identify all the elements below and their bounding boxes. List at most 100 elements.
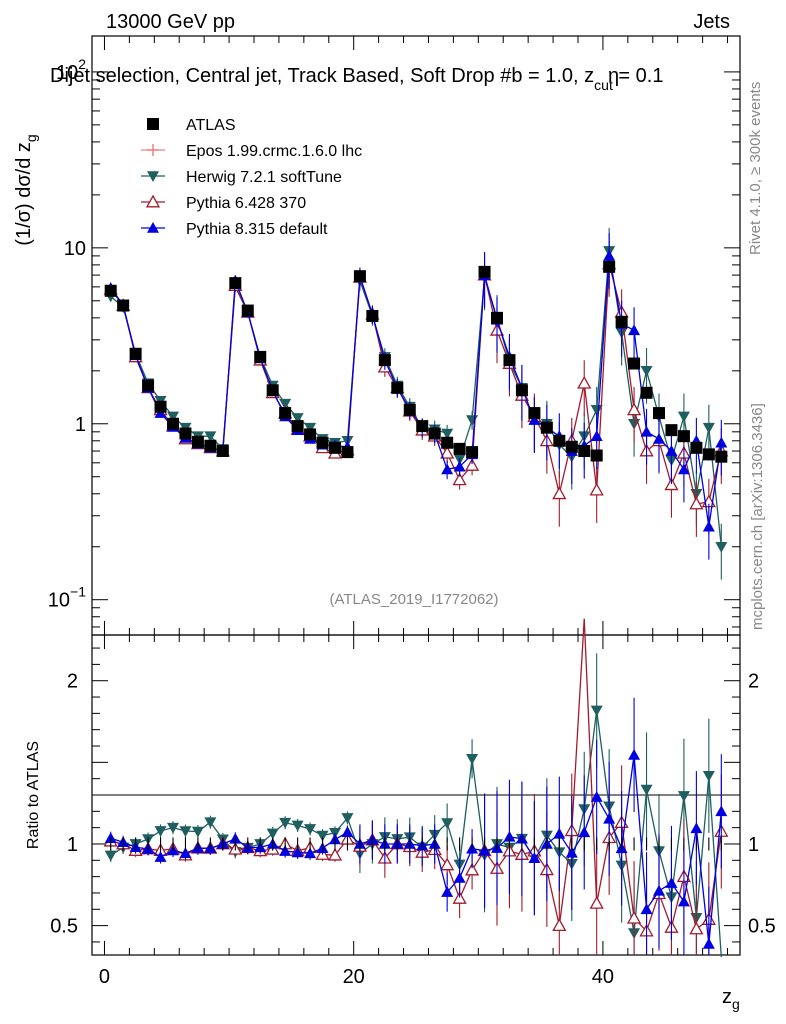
ratio-point <box>628 748 641 760</box>
ratio-point <box>154 826 167 837</box>
legend-marker <box>147 118 159 130</box>
data-point <box>441 436 454 449</box>
ratio-tick-label-right: 0.5 <box>748 916 776 938</box>
category-label: Jets <box>693 11 730 33</box>
series-line <box>110 250 722 547</box>
data-point <box>441 463 454 475</box>
ratio-point <box>341 826 354 837</box>
data-point <box>478 265 491 278</box>
data-point <box>216 445 229 458</box>
ratio-point <box>528 852 541 863</box>
legend-label: Herwig 7.2.1 softTune <box>186 169 342 186</box>
title-main: Dijet selection, Central jet, Track Base… <box>50 65 522 87</box>
ratio-point <box>590 705 603 717</box>
ratio-point <box>154 851 167 862</box>
data-point <box>266 384 279 397</box>
data-point <box>291 420 304 433</box>
data-point <box>590 430 603 441</box>
ratio-point <box>204 817 217 829</box>
ratio-line <box>110 618 722 933</box>
axes: 0 20 40 10−1 1 10 102 0.5 0.5 1 1 2 2 <box>48 36 776 988</box>
data-point <box>179 427 192 440</box>
data-point <box>366 309 379 322</box>
ratio-series-herwig-7-2-1-softtune <box>104 653 722 958</box>
data-point <box>577 375 592 389</box>
data-point <box>391 381 404 394</box>
data-point <box>229 277 242 290</box>
ratio-point <box>266 828 279 840</box>
x-tick-label: 20 <box>343 966 365 988</box>
data-point <box>628 357 641 370</box>
x-tick-label: 0 <box>99 966 110 988</box>
ratio-point <box>677 791 690 802</box>
plot-title: Dijet selection, Central jet, Track Base… <box>50 65 663 93</box>
data-point <box>378 354 391 367</box>
data-point <box>677 430 690 443</box>
data-point <box>466 446 479 459</box>
data-point <box>304 422 317 434</box>
data-point <box>640 425 653 437</box>
legend-marker <box>147 222 159 233</box>
ratio-tick-label: 1 <box>67 834 78 856</box>
title-suffix: = 1.0, z <box>522 65 594 87</box>
energy-label: 13000 GeV pp <box>106 11 235 33</box>
legend-label: Pythia 6.428 370 <box>186 195 306 212</box>
data-point <box>677 463 690 475</box>
y-tick-label: 1 <box>75 414 86 436</box>
x-axis-label-main: z <box>722 986 732 1008</box>
ratio-point <box>104 850 117 862</box>
ratio-point <box>191 826 204 838</box>
data-point <box>464 458 480 471</box>
y-tick-label: 10 <box>64 238 86 260</box>
ratio-point <box>179 826 192 837</box>
ratio-point <box>279 817 292 829</box>
data-point <box>154 400 167 413</box>
y-tick-label: 10−1 <box>48 584 86 612</box>
series-atlas <box>104 260 728 463</box>
legend-label: ATLAS <box>186 117 236 134</box>
data-point <box>565 440 578 453</box>
data-point <box>254 350 267 363</box>
y-axis-label-sub: g <box>23 134 39 142</box>
data-point <box>664 477 679 491</box>
ratio-point <box>715 805 728 817</box>
data-point <box>167 411 179 423</box>
ratio-point <box>702 937 715 949</box>
data-point <box>104 284 117 297</box>
legend-item: ATLAS <box>147 117 236 134</box>
data-point <box>117 299 130 312</box>
ratio-point <box>304 824 317 835</box>
ratio-point <box>589 896 604 909</box>
data-point <box>279 398 292 410</box>
ratio-point <box>603 812 616 824</box>
data-point <box>715 450 728 463</box>
ratio-point <box>291 820 304 832</box>
data-point <box>690 441 703 454</box>
data-point <box>715 541 728 553</box>
ratio-point <box>441 818 454 830</box>
data-point <box>615 315 628 328</box>
data-point <box>553 434 566 447</box>
ratio-series-atlas <box>110 837 722 851</box>
ratio-tick-label: 0.5 <box>50 916 78 938</box>
data-point <box>291 413 304 424</box>
ratio-point <box>626 910 642 924</box>
data-point <box>441 428 454 440</box>
legend-label: Epos 1.99.crmc.1.6.0 lhc <box>186 143 362 160</box>
rivet-label: Rivet 4.1.0, ≥ 300k events <box>747 82 764 255</box>
data-point <box>453 442 466 455</box>
ratio-point <box>553 827 566 839</box>
data-point <box>590 449 603 462</box>
legend-marker <box>145 194 161 208</box>
y-axis-label-main: (1/σ) dσ/d z <box>13 142 35 246</box>
ratio-point <box>452 891 467 904</box>
data-point <box>428 427 441 440</box>
ratio-point <box>453 871 466 883</box>
data-point <box>466 415 479 427</box>
ratio-tick-label: 2 <box>67 671 78 693</box>
data-point <box>353 270 366 283</box>
ratio-point <box>503 830 516 842</box>
data-point <box>191 435 204 448</box>
ratio-point <box>167 822 179 834</box>
